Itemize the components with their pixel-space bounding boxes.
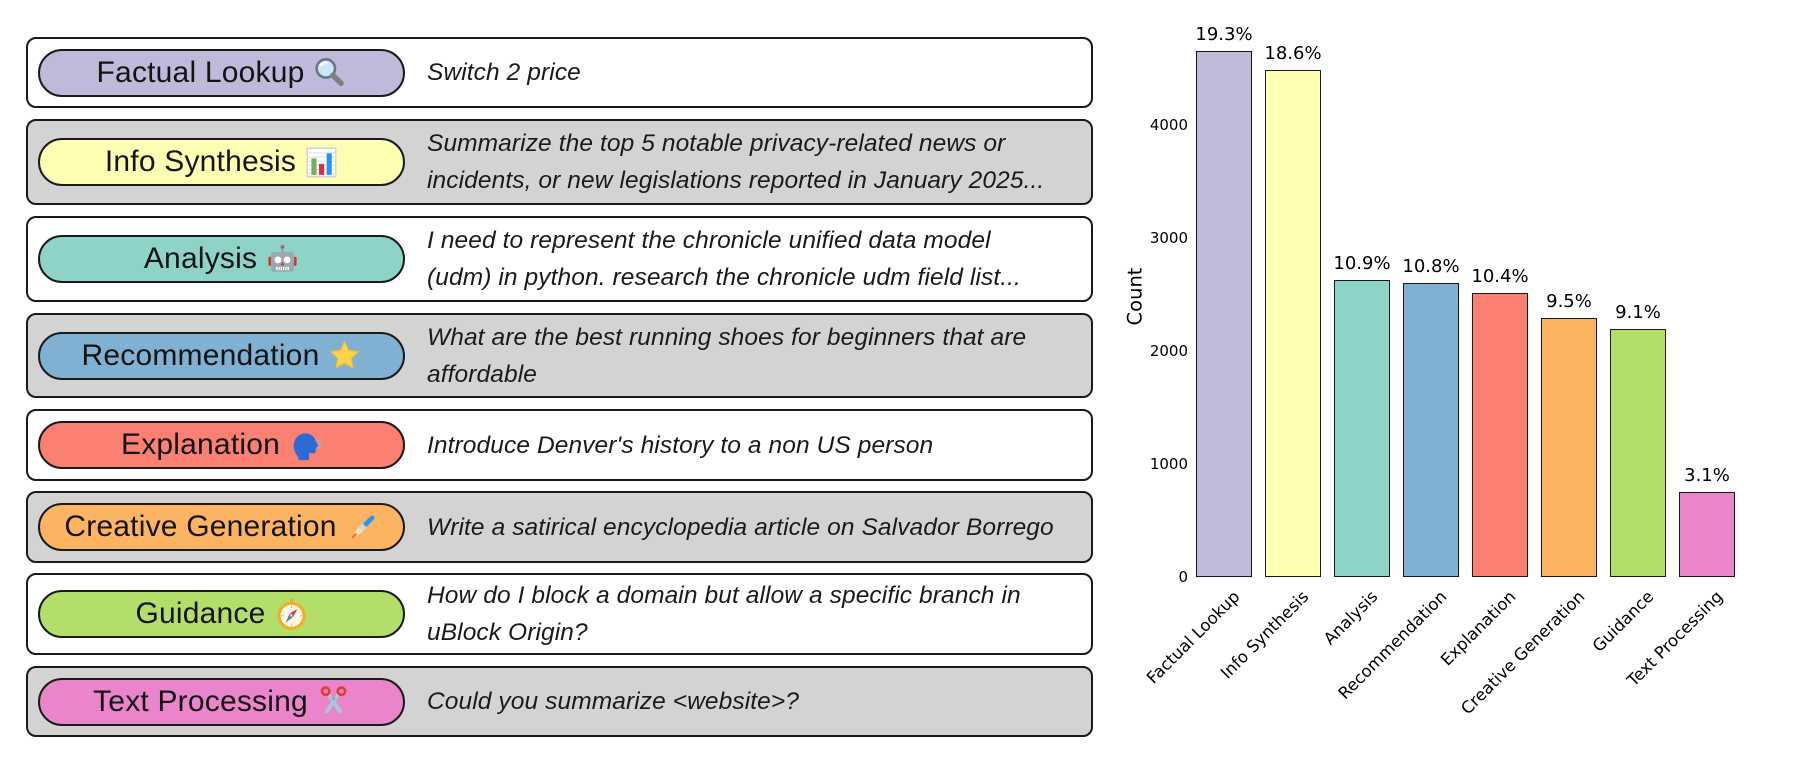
- bar-info-synthesis: [1265, 69, 1321, 577]
- bar-value-label: 3.1%: [1684, 465, 1730, 487]
- y-tick-label: 2000: [1149, 342, 1188, 361]
- example-prompt: I need to represent the chronicle unifie…: [427, 227, 1021, 291]
- bar-explanation: [1472, 293, 1528, 577]
- magnifying-glass-icon: [313, 56, 346, 89]
- category-pill-analysis: Analysis: [38, 235, 405, 283]
- category-label: Analysis: [143, 242, 258, 275]
- bar-creative-generation: [1541, 317, 1597, 577]
- x-tick-label: Explanation: [1437, 587, 1520, 670]
- x-tick-label: Text Processing: [1623, 587, 1727, 691]
- x-tick-label: Recommendation: [1334, 587, 1451, 703]
- category-row-creative-generation: Creative Generation Write a satirical en…: [26, 491, 1093, 563]
- bar-recommendation: [1403, 282, 1459, 577]
- example-prompt: How do I block a domain but allow a spec…: [427, 582, 1021, 646]
- paintbrush-icon: [346, 511, 379, 544]
- category-row-factual-lookup: Factual Lookup Switch 2 price: [26, 37, 1093, 108]
- example-prompt: Summarize the top 5 notable privacy-rela…: [427, 130, 1045, 194]
- example-prompt: Could you summarize <website>?: [427, 688, 800, 715]
- y-tick-label: 4000: [1149, 116, 1188, 135]
- speaking-head-icon: [289, 429, 322, 462]
- category-row-analysis: Analysis: [26, 216, 1093, 302]
- category-pill-explanation: Explanation: [38, 421, 405, 469]
- bar-value-label: 10.9%: [1333, 252, 1391, 274]
- example-prompt: What are the best running shoes for begi…: [427, 323, 1027, 388]
- category-row-guidance: Guidance How: [26, 573, 1093, 655]
- bar-factual-lookup: [1196, 50, 1252, 577]
- x-tick-label: Info Synthesis: [1216, 587, 1313, 683]
- category-row-recommendation: Recommendation What are the best running…: [26, 313, 1093, 398]
- category-label: Guidance: [135, 597, 266, 630]
- scissors-icon: [317, 685, 350, 718]
- x-tick-label: Analysis: [1319, 587, 1382, 649]
- bar-value-label: 19.3%: [1195, 23, 1253, 45]
- bar-analysis: [1334, 279, 1390, 577]
- y-tick-label: 0: [1178, 568, 1188, 586]
- bar-text-processing: [1679, 492, 1735, 577]
- x-tick-label: Creative Generation: [1457, 587, 1589, 719]
- bar-guidance: [1610, 328, 1666, 577]
- robot-icon: [266, 243, 299, 276]
- bar-value-label: 9.1%: [1615, 301, 1661, 323]
- category-pill-creative-generation: Creative Generation: [38, 503, 405, 551]
- category-pill-guidance: Guidance: [38, 590, 405, 638]
- category-pill-info-synthesis: Info Synthesis: [38, 138, 405, 186]
- category-pill-text-processing: Text Processing: [38, 677, 405, 726]
- category-row-text-processing: Text Processing Could: [26, 666, 1093, 737]
- bar-value-label: 10.4%: [1471, 266, 1529, 288]
- category-label: Explanation: [121, 428, 280, 461]
- y-tick-label: 1000: [1149, 455, 1188, 474]
- bar-value-label: 18.6%: [1264, 42, 1322, 64]
- x-tick-label: Guidance: [1588, 587, 1658, 656]
- category-label: Factual Lookup: [96, 55, 305, 89]
- star-icon: [328, 339, 361, 372]
- y-axis-title: Count: [1123, 267, 1147, 326]
- category-row-explanation: Explanation Introduce Denver's history t…: [26, 409, 1093, 481]
- example-prompt: Write a satirical encyclopedia article o…: [427, 513, 1054, 541]
- category-pill-factual-lookup: Factual Lookup: [38, 48, 405, 97]
- category-label: Text Processing: [93, 684, 308, 718]
- y-tick-label: 3000: [1149, 229, 1188, 248]
- bar-value-label: 10.8%: [1402, 255, 1460, 277]
- example-prompt: Switch 2 price: [427, 59, 581, 86]
- compass-icon: [275, 598, 308, 631]
- category-label: Recommendation: [81, 338, 320, 372]
- category-row-info-synthesis: Info Synthesis Summarize: [26, 119, 1093, 205]
- category-label: Creative Generation: [64, 510, 337, 543]
- category-pill-recommendation: Recommendation: [38, 331, 405, 380]
- bar-chart-icon: [305, 146, 338, 179]
- example-prompt: Introduce Denver's history to a non US p…: [427, 431, 934, 459]
- bar-value-label: 9.5%: [1546, 290, 1592, 312]
- category-label: Info Synthesis: [104, 145, 297, 178]
